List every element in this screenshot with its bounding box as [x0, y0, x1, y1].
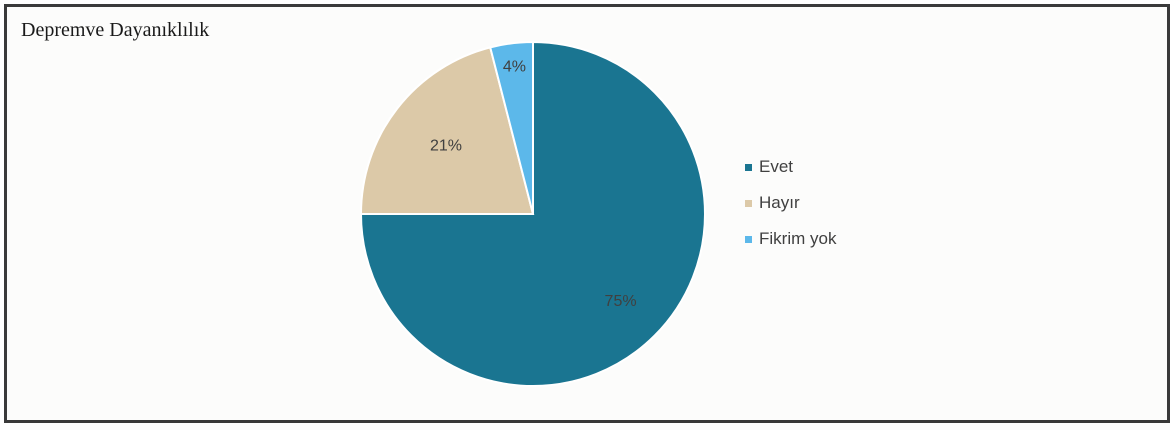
legend-item-fikrim-yok: Fikrim yok: [745, 221, 836, 257]
legend-label: Hayır: [759, 193, 800, 212]
chart-title: Depremve Dayanıklılık: [21, 19, 210, 41]
pie-chart: 75% 21% 4%: [359, 40, 706, 387]
legend-swatch: [745, 199, 752, 207]
legend-swatch: [745, 163, 752, 171]
data-label-evet: 75%: [605, 293, 637, 310]
pie-slice-fikrim-yok: [489, 40, 534, 215]
data-label-hayır: 21%: [430, 138, 462, 155]
legend-item-evet: Evet: [745, 149, 836, 185]
legend-label: Evet: [759, 157, 794, 176]
legend-item-hayır: Hayır: [745, 185, 836, 221]
legend-label: Fikrim yok: [759, 229, 837, 248]
pie-slices: [359, 40, 706, 387]
pie-data-labels: 75% 21% 4%: [430, 58, 637, 309]
data-label-fikrim-yok: 4%: [503, 58, 526, 75]
chart-frame: 75% 21% 4% Depremve Dayanıklılık Evet Hayır…: [4, 4, 1170, 423]
chart-legend: Evet Hayır Fikrim yok: [745, 149, 836, 257]
legend-swatch: [745, 235, 752, 243]
pie-slice-hayır: [359, 46, 535, 215]
